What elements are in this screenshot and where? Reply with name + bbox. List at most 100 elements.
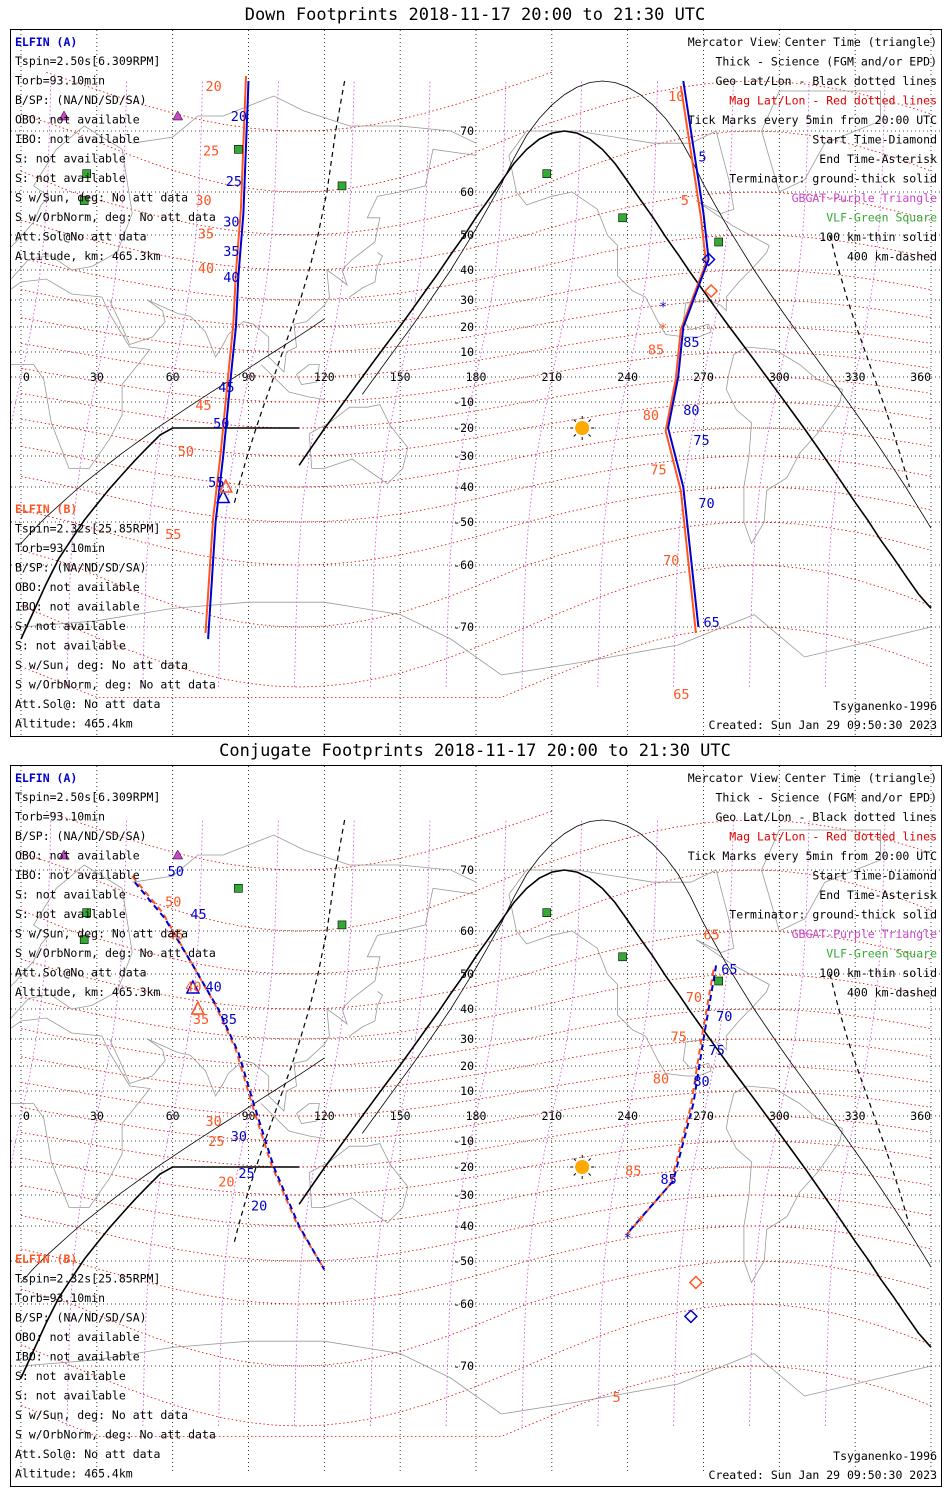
axis-labels: 0 30 60 90 120 150 180 210 240 270 300 330 360 70 60 50… [23,863,931,1373]
track-tick-label-a: 5 [698,150,706,166]
track-tick-label-a: 80 [693,1074,709,1090]
mag-meridian [11,819,52,1168]
end-asterisk-a: * [659,299,667,315]
elfin-a-info-line: S w/Sun, deg: No att data [15,927,188,941]
track-tick-label-a: 80 [683,403,699,419]
elfin-b-info-line: Altitude: 465.4km [15,1467,133,1481]
track-tick-label-b: 80 [653,1072,669,1088]
track-tick-label-b: 50 [165,895,181,911]
lat-tick-label: 20 [460,320,474,334]
mag-meridian [369,80,431,688]
vlf-station-icon [337,181,347,191]
elfin-b-info-line: S: not available [15,639,126,653]
track-tick-label-b: 5 [681,193,689,209]
elfin-a-info-line: S: not available [15,171,126,185]
coastline [296,1103,320,1124]
sun-icon [575,421,590,435]
elfin-b-info-line: Altitude: 465.4km [15,717,133,731]
vlf-station-icon [79,196,89,205]
mag-parallel [20,299,932,353]
mag-meridian [445,819,507,1427]
elfin-a-header: ELFIN (A) [15,35,77,49]
coastline [725,1085,843,1284]
track-tick-label-b: 75 [650,463,666,479]
elfin-b-info-line: S w/OrbNorm, deg: No att data [15,1428,216,1442]
lon-tick-label: 330 [845,370,866,384]
vlf-station-icon [542,908,552,917]
elfin-a-info-line: Torb=93.10min [15,74,105,88]
mag-parallel [20,1038,932,1092]
lon-tick-label: 0 [23,1109,30,1123]
sun-ray [588,434,592,437]
legend-line: VLF-Green Square [826,947,937,961]
track-elfin-b-west [131,875,323,1266]
track-tick-label-a: 20 [231,109,247,125]
sun-ray [573,419,577,422]
lat-tick-label: 40 [460,1002,474,1016]
geo-grid [11,30,941,736]
track-tick-label-b: 25 [203,143,219,159]
mag-meridian [142,819,203,1427]
elfin-b-info-line: OBO: not available [15,1330,140,1344]
mag-grid [11,71,932,698]
coastline [11,1017,151,1208]
elfin-a-info-line: B/SP: (NA/ND/SD/SA) [15,829,147,843]
model-label: Tsyganenko-1996 [833,699,937,713]
elfin-b-info-line: B/SP: (NA/ND/SD/SA) [15,561,147,575]
mag-meridian [521,819,583,1427]
terminator-line [20,1166,300,1379]
terminator [20,819,932,1379]
track-elfin-a-west [134,881,326,1271]
end-asterisk-b: * [636,1214,644,1230]
lon-tick-label: 150 [390,1109,411,1123]
model-label: Tsyganenko-1996 [833,1449,937,1463]
vlf-station-icon [234,884,243,893]
sun-ray [573,434,577,437]
mag-meridian [749,80,810,688]
lat-tick-label: -20 [453,421,474,435]
track-tick-label-b: 85 [625,1163,641,1179]
legend-line: End Time-Asterisk [819,152,937,166]
mag-meridian [218,80,279,688]
legend-line: Tick Marks every 5min from 20:00 UTC [688,849,937,863]
lat-tick-label: 60 [460,924,474,938]
terminator-100km [361,80,932,529]
terminator-100km [20,1057,325,1283]
center-triangle-b [218,478,234,493]
lon-tick-label: 240 [617,370,638,384]
lat-tick-label: 30 [460,293,474,307]
coastline [11,278,151,469]
coastline [761,90,881,193]
mag-parallel [20,819,932,932]
legend-line: 100 km-thin solid [819,230,937,244]
elfin-a-info-line: IBO: not available [15,868,140,882]
lat-tick-label: 60 [460,185,474,199]
elfin-b-info-line: S w/OrbNorm, deg: No att data [15,678,216,692]
elfin-a-info-line: S: not available [15,152,126,166]
track-tick-label-b: 20 [206,79,222,95]
terminator-line [298,130,932,609]
map-panel-down: * * 0 30 60 90 120 150 180 210 240 270 300 330 360 70 6… [10,29,942,737]
coastlines [11,90,932,676]
lat-tick-label: -60 [453,558,474,572]
mag-parallel [20,80,932,193]
end-asterisk-a: * [624,1231,632,1247]
mag-meridian [369,819,431,1427]
track-tick-label-a: 65 [721,962,737,978]
elfin-a-info-line: Altitude, km: 465.3km [15,985,160,999]
coastline [20,1340,932,1415]
elfin-a-info-line: OBO: not available [15,849,140,863]
track-tick-label-a: 45 [218,380,234,396]
mag-meridian [824,819,886,1427]
track-tick-label-a: 70 [698,496,714,512]
legend-line: 400 km-dashed [847,250,937,264]
coastline [260,1103,325,1139]
mag-parallel [20,455,932,523]
mag-parallel [20,376,932,429]
lat-tick-label: -70 [453,620,474,634]
axis-labels: 0 30 60 90 120 150 180 210 240 270 300 330 360 70 60 50… [23,124,931,634]
vlf-station-icon [337,920,347,930]
sun-icon [575,1160,590,1174]
lat-tick-label: -70 [453,1359,474,1373]
mag-meridian [142,80,203,688]
